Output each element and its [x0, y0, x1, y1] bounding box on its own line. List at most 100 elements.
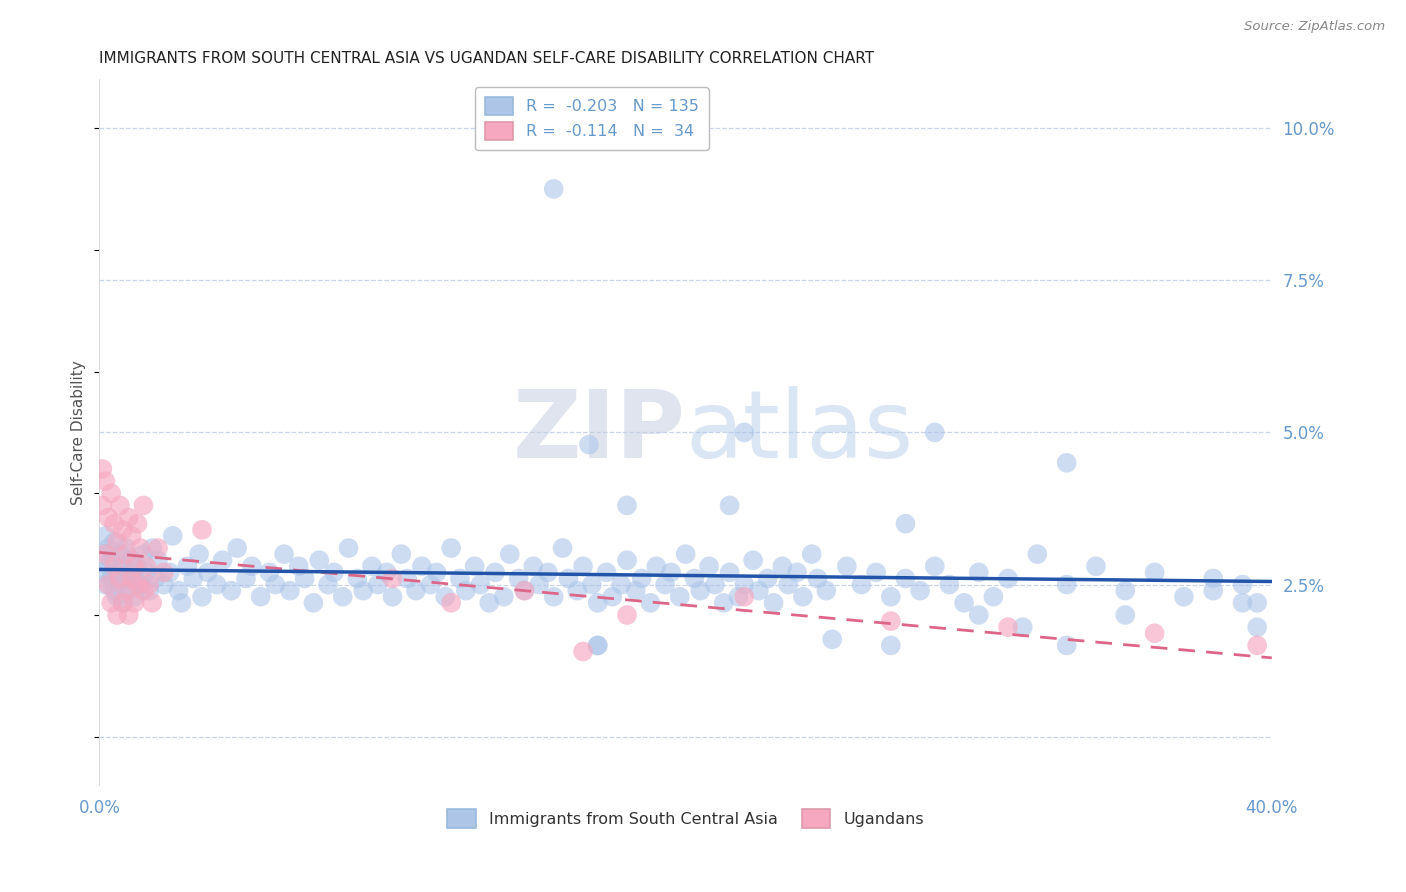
- Point: [499, 547, 522, 561]
- Point: [654, 577, 676, 591]
- Point: [381, 572, 404, 586]
- Point: [938, 577, 960, 591]
- Point: [1056, 577, 1078, 591]
- Point: [492, 590, 515, 604]
- Point: [135, 566, 157, 580]
- Legend: Immigrants from South Central Asia, Ugandans: Immigrants from South Central Asia, Ugan…: [441, 803, 931, 834]
- Point: [108, 577, 131, 591]
- Point: [118, 566, 141, 580]
- Point: [97, 577, 120, 591]
- Point: [762, 596, 785, 610]
- Point: [132, 583, 155, 598]
- Point: [640, 596, 662, 610]
- Point: [191, 590, 214, 604]
- Point: [121, 553, 143, 567]
- Point: [440, 596, 463, 610]
- Point: [111, 596, 134, 610]
- Point: [205, 577, 228, 591]
- Point: [543, 590, 565, 604]
- Point: [595, 566, 617, 580]
- Text: ZIP: ZIP: [513, 386, 686, 478]
- Point: [668, 590, 690, 604]
- Point: [924, 425, 946, 440]
- Point: [176, 559, 198, 574]
- Point: [786, 566, 808, 580]
- Point: [733, 577, 755, 591]
- Point: [610, 577, 633, 591]
- Point: [129, 577, 152, 591]
- Point: [675, 547, 697, 561]
- Point: [100, 553, 122, 567]
- Point: [478, 596, 501, 610]
- Point: [454, 583, 477, 598]
- Point: [143, 572, 166, 586]
- Point: [103, 559, 125, 574]
- Point: [188, 547, 211, 561]
- Point: [551, 541, 574, 555]
- Point: [141, 541, 163, 555]
- Point: [449, 572, 471, 586]
- Point: [464, 559, 486, 574]
- Point: [645, 559, 668, 574]
- Point: [259, 566, 281, 580]
- Point: [153, 566, 176, 580]
- Point: [659, 566, 682, 580]
- Point: [124, 572, 146, 586]
- Point: [527, 577, 550, 591]
- Point: [332, 590, 354, 604]
- Point: [697, 559, 720, 574]
- Point: [91, 462, 114, 476]
- Point: [484, 566, 506, 580]
- Point: [100, 486, 122, 500]
- Point: [880, 639, 903, 653]
- Point: [1011, 620, 1033, 634]
- Point: [586, 639, 609, 653]
- Point: [713, 596, 735, 610]
- Point: [121, 529, 143, 543]
- Point: [111, 559, 134, 574]
- Point: [103, 516, 125, 531]
- Point: [1114, 607, 1136, 622]
- Point: [94, 474, 117, 488]
- Point: [689, 583, 711, 598]
- Point: [1114, 583, 1136, 598]
- Point: [114, 541, 136, 555]
- Point: [221, 583, 243, 598]
- Y-axis label: Self-Care Disability: Self-Care Disability: [72, 360, 86, 505]
- Point: [118, 510, 141, 524]
- Point: [346, 572, 368, 586]
- Point: [806, 572, 828, 586]
- Point: [630, 572, 652, 586]
- Point: [522, 559, 544, 574]
- Point: [440, 541, 463, 555]
- Point: [337, 541, 360, 555]
- Point: [381, 590, 404, 604]
- Point: [513, 583, 536, 598]
- Point: [567, 583, 589, 598]
- Point: [294, 572, 316, 586]
- Point: [249, 590, 271, 604]
- Point: [543, 182, 565, 196]
- Point: [111, 596, 134, 610]
- Point: [127, 577, 149, 591]
- Point: [1246, 596, 1268, 610]
- Point: [167, 583, 190, 598]
- Point: [197, 566, 219, 580]
- Point: [273, 547, 295, 561]
- Point: [146, 541, 169, 555]
- Point: [742, 553, 765, 567]
- Point: [880, 590, 903, 604]
- Point: [727, 590, 749, 604]
- Point: [121, 572, 143, 586]
- Point: [683, 572, 706, 586]
- Point: [821, 632, 844, 647]
- Point: [138, 577, 160, 591]
- Point: [537, 566, 560, 580]
- Point: [91, 499, 114, 513]
- Point: [97, 510, 120, 524]
- Point: [114, 547, 136, 561]
- Point: [127, 516, 149, 531]
- Point: [586, 639, 609, 653]
- Point: [572, 644, 595, 658]
- Point: [624, 583, 647, 598]
